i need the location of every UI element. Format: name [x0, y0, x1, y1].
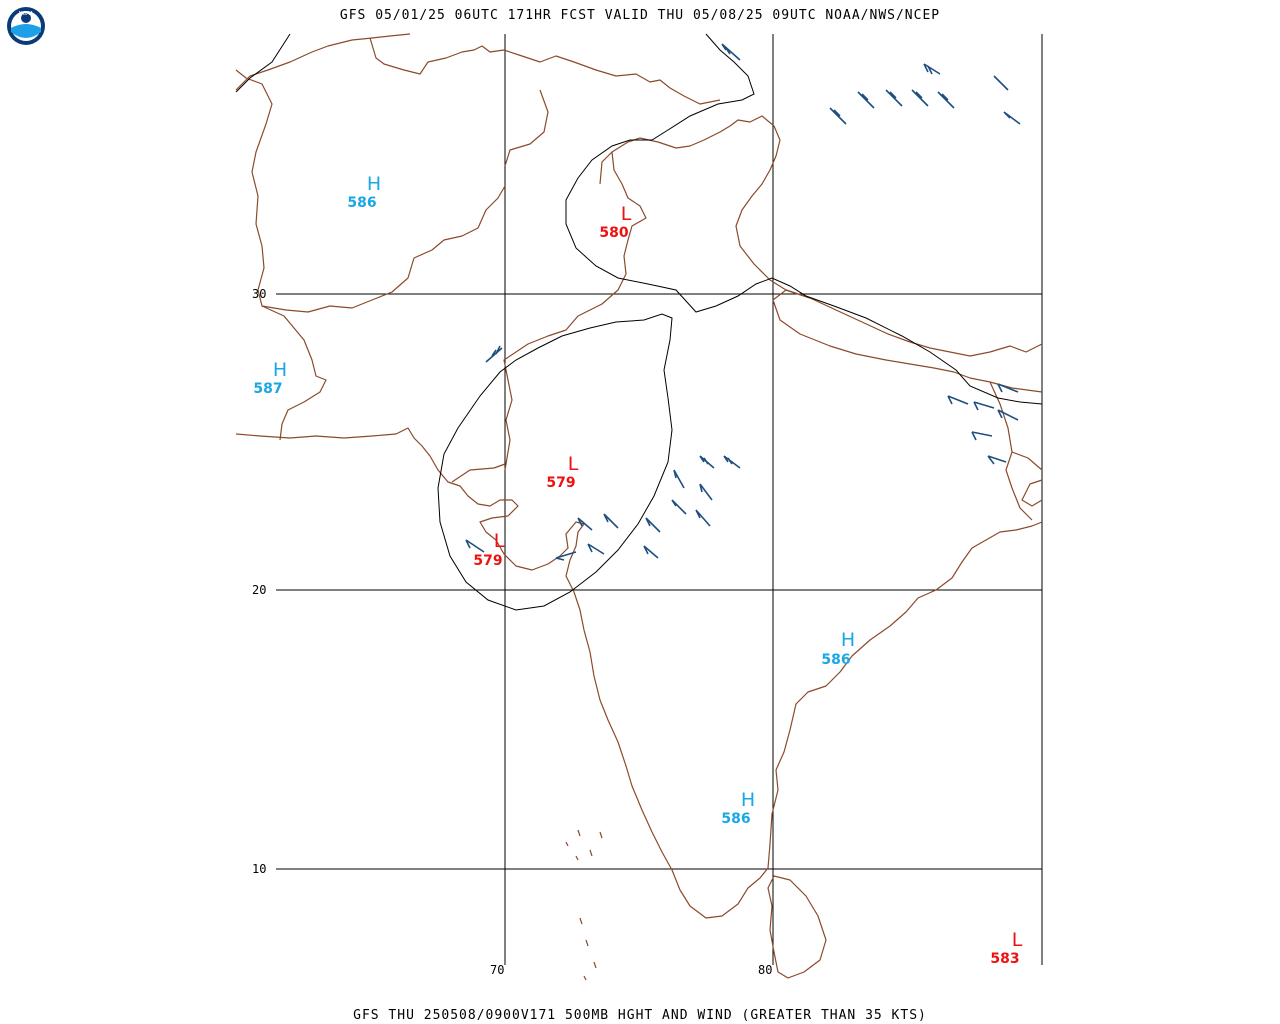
wind-barb [721, 43, 741, 61]
wind-barb [973, 401, 995, 411]
wind-barb [587, 543, 605, 555]
center-value: 579 [546, 475, 575, 491]
wind-barb [997, 383, 1019, 393]
center-letter: L [621, 203, 632, 225]
gujarat-border [451, 463, 506, 483]
center-value: 586 [347, 195, 376, 211]
india-north-border [503, 115, 811, 471]
center-value: 580 [599, 225, 628, 241]
center-letter: H [841, 629, 855, 651]
height-contours [235, 33, 1043, 611]
map-title: GFS 05/01/25 06UTC 171HR FCST VALID THU … [339, 8, 941, 23]
wind-barb [485, 345, 503, 363]
logo-label: NOAA [19, 11, 34, 17]
contour-north [565, 33, 1043, 405]
noaa-logo-icon: NOAA [7, 7, 45, 45]
wind-barb [699, 455, 715, 469]
center-letter: L [494, 530, 505, 552]
wind-barbs [465, 43, 1021, 561]
afghan-border [235, 69, 506, 313]
india-coastline [235, 427, 1043, 919]
lon-label-70: 70 [490, 963, 504, 977]
borders-coastlines [235, 33, 1043, 981]
wind-barb [603, 513, 619, 529]
kashmir-border [504, 89, 549, 167]
kashmir-inner [599, 151, 613, 185]
wind-barb [643, 545, 659, 559]
wind-barb [465, 539, 485, 553]
bangladesh-east-border [1021, 479, 1043, 507]
wind-barb [993, 75, 1009, 91]
center-value: 583 [990, 951, 1019, 967]
bangladesh-north-border [1011, 451, 1043, 471]
wind-barb [829, 107, 847, 125]
center-letter: H [367, 173, 381, 195]
lat-label-20: 20 [252, 583, 266, 597]
lakshadweep-islands [565, 829, 603, 861]
lon-label-80: 80 [758, 963, 772, 977]
wind-barb [645, 517, 661, 533]
wind-barb [971, 431, 993, 441]
wind-barb [885, 89, 903, 107]
wind-barb [695, 509, 711, 527]
wind-barb [857, 91, 875, 109]
center-letter: H [741, 789, 755, 811]
pak-iran-border [261, 305, 327, 441]
wind-barb [577, 517, 593, 531]
maldives-islands [579, 917, 597, 981]
wind-barb [699, 483, 713, 501]
center-value: 587 [253, 381, 282, 397]
center-value: 586 [821, 652, 850, 668]
height-centers: H 586 H 587 L 580 L 579 L 579 H 586 H 58… [253, 173, 1022, 967]
center-letter: L [1012, 929, 1023, 951]
wind-barb [673, 469, 685, 489]
central-asia-border [369, 37, 721, 105]
wind-barb [1003, 111, 1021, 125]
wind-barb [997, 409, 1019, 421]
wind-barb [723, 455, 741, 469]
nepal-south-border [772, 299, 1043, 393]
center-letter: L [568, 453, 579, 475]
nepal-north-border [772, 289, 1043, 357]
map-footer: GFS THU 250508/0900V171 500MB HGHT AND W… [353, 1008, 927, 1023]
contour-nw [235, 33, 291, 93]
wind-barb [923, 63, 941, 75]
center-letter: H [273, 359, 287, 381]
sri-lanka-coast [767, 875, 827, 979]
lat-lon-grid [276, 34, 1043, 965]
bangladesh-west-border [989, 381, 1033, 521]
wind-barb [671, 499, 687, 515]
center-value: 586 [721, 811, 750, 827]
contour-low-gujarat [437, 313, 673, 611]
wind-barb [911, 89, 929, 107]
wind-barb [937, 91, 955, 109]
center-value: 579 [473, 553, 502, 569]
north-border [235, 33, 411, 91]
wind-barb [987, 455, 1007, 465]
lat-label-10: 10 [252, 862, 266, 876]
wind-barb [947, 395, 969, 405]
wind-barb [555, 551, 577, 561]
